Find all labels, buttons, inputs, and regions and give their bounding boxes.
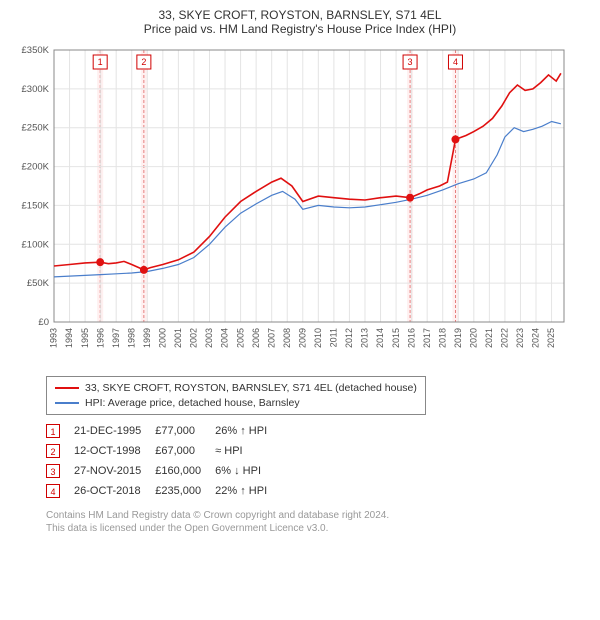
svg-text:1997: 1997: [111, 328, 121, 348]
svg-text:3: 3: [408, 57, 413, 67]
event-date: 12-OCT-1998: [74, 441, 155, 461]
legend-label-1: HPI: Average price, detached house, Barn…: [85, 396, 300, 411]
event-delta: 22% ↑ HPI: [215, 481, 281, 501]
svg-text:1994: 1994: [64, 328, 74, 348]
svg-text:1996: 1996: [95, 328, 105, 348]
svg-text:£150K: £150K: [22, 200, 50, 211]
svg-text:2006: 2006: [251, 328, 261, 348]
svg-text:£300K: £300K: [22, 84, 50, 95]
svg-text:1993: 1993: [49, 328, 59, 348]
svg-text:£0: £0: [38, 317, 49, 328]
legend-row: HPI: Average price, detached house, Barn…: [55, 396, 417, 411]
plot-area: £0 £50K £100K £150K £200K £250K £300K £350K 1993…: [8, 40, 592, 370]
event-delta: 26% ↑ HPI: [215, 421, 281, 441]
event-badge: 3: [46, 464, 60, 478]
legend-label-0: 33, SKYE CROFT, ROYSTON, BARNSLEY, S71 4…: [85, 381, 417, 396]
svg-text:2016: 2016: [406, 328, 416, 348]
svg-text:£350K: £350K: [22, 45, 50, 56]
events-tbody: 1 21-DEC-1995£77,00026% ↑ HPI 2 12-OCT-1998…: [46, 421, 281, 501]
event-badge: 2: [46, 444, 60, 458]
event-price: £67,000: [155, 441, 215, 461]
svg-text:2013: 2013: [360, 328, 370, 348]
event-row: 3 27-NOV-2015£160,0006% ↓ HPI: [46, 461, 281, 481]
svg-text:2021: 2021: [484, 328, 494, 348]
svg-text:2008: 2008: [282, 328, 292, 348]
svg-text:2022: 2022: [500, 328, 510, 348]
chart-titles: 33, SKYE CROFT, ROYSTON, BARNSLEY, S71 4…: [8, 8, 592, 36]
svg-text:2019: 2019: [453, 328, 463, 348]
svg-text:1: 1: [98, 57, 103, 67]
svg-text:2004: 2004: [220, 328, 230, 348]
svg-text:2014: 2014: [375, 328, 385, 348]
legend-swatch-1: [55, 402, 79, 404]
svg-text:2023: 2023: [515, 328, 525, 348]
event-date: 27-NOV-2015: [74, 461, 155, 481]
svg-text:2018: 2018: [437, 328, 447, 348]
svg-text:1995: 1995: [80, 328, 90, 348]
svg-text:2007: 2007: [266, 328, 276, 348]
svg-text:2003: 2003: [204, 328, 214, 348]
svg-text:2024: 2024: [531, 328, 541, 348]
footer-note: Contains HM Land Registry data © Crown c…: [46, 509, 592, 535]
footer-line-2: This data is licensed under the Open Gov…: [46, 522, 592, 535]
legend: 33, SKYE CROFT, ROYSTON, BARNSLEY, S71 4…: [46, 376, 426, 415]
svg-text:£100K: £100K: [22, 239, 50, 250]
svg-text:£50K: £50K: [27, 278, 50, 289]
svg-text:2017: 2017: [422, 328, 432, 348]
event-delta: ≈ HPI: [215, 441, 281, 461]
plot-svg: £0 £50K £100K £150K £200K £250K £300K £350K 1993…: [8, 40, 568, 370]
legend-swatch-0: [55, 387, 79, 389]
svg-text:2025: 2025: [546, 328, 556, 348]
svg-text:1999: 1999: [142, 328, 152, 348]
legend-row: 33, SKYE CROFT, ROYSTON, BARNSLEY, S71 4…: [55, 381, 417, 396]
event-delta: 6% ↓ HPI: [215, 461, 281, 481]
event-badge: 4: [46, 484, 60, 498]
footer-line-1: Contains HM Land Registry data © Crown c…: [46, 509, 592, 522]
events-table: 1 21-DEC-1995£77,00026% ↑ HPI 2 12-OCT-1998…: [46, 421, 281, 501]
title-main: 33, SKYE CROFT, ROYSTON, BARNSLEY, S71 4…: [8, 8, 592, 22]
event-price: £77,000: [155, 421, 215, 441]
svg-text:2002: 2002: [189, 328, 199, 348]
event-date: 26-OCT-2018: [74, 481, 155, 501]
chart-container: 33, SKYE CROFT, ROYSTON, BARNSLEY, S71 4…: [8, 8, 592, 535]
svg-text:2015: 2015: [391, 328, 401, 348]
svg-text:2: 2: [141, 57, 146, 67]
svg-text:2001: 2001: [173, 328, 183, 348]
title-sub: Price paid vs. HM Land Registry's House …: [8, 22, 592, 36]
svg-text:1998: 1998: [126, 328, 136, 348]
svg-text:2011: 2011: [329, 328, 339, 347]
event-badge: 1: [46, 424, 60, 438]
svg-text:2020: 2020: [469, 328, 479, 348]
svg-text:2012: 2012: [344, 328, 354, 348]
svg-text:£200K: £200K: [22, 162, 50, 173]
svg-text:4: 4: [453, 57, 458, 67]
event-row: 2 12-OCT-1998£67,000≈ HPI: [46, 441, 281, 461]
svg-text:2010: 2010: [313, 328, 323, 348]
svg-text:2005: 2005: [235, 328, 245, 348]
svg-text:2009: 2009: [297, 328, 307, 348]
svg-text:2000: 2000: [158, 328, 168, 348]
event-price: £160,000: [155, 461, 215, 481]
event-price: £235,000: [155, 481, 215, 501]
event-row: 1 21-DEC-1995£77,00026% ↑ HPI: [46, 421, 281, 441]
event-row: 4 26-OCT-2018£235,00022% ↑ HPI: [46, 481, 281, 501]
event-date: 21-DEC-1995: [74, 421, 155, 441]
svg-text:£250K: £250K: [22, 123, 50, 134]
